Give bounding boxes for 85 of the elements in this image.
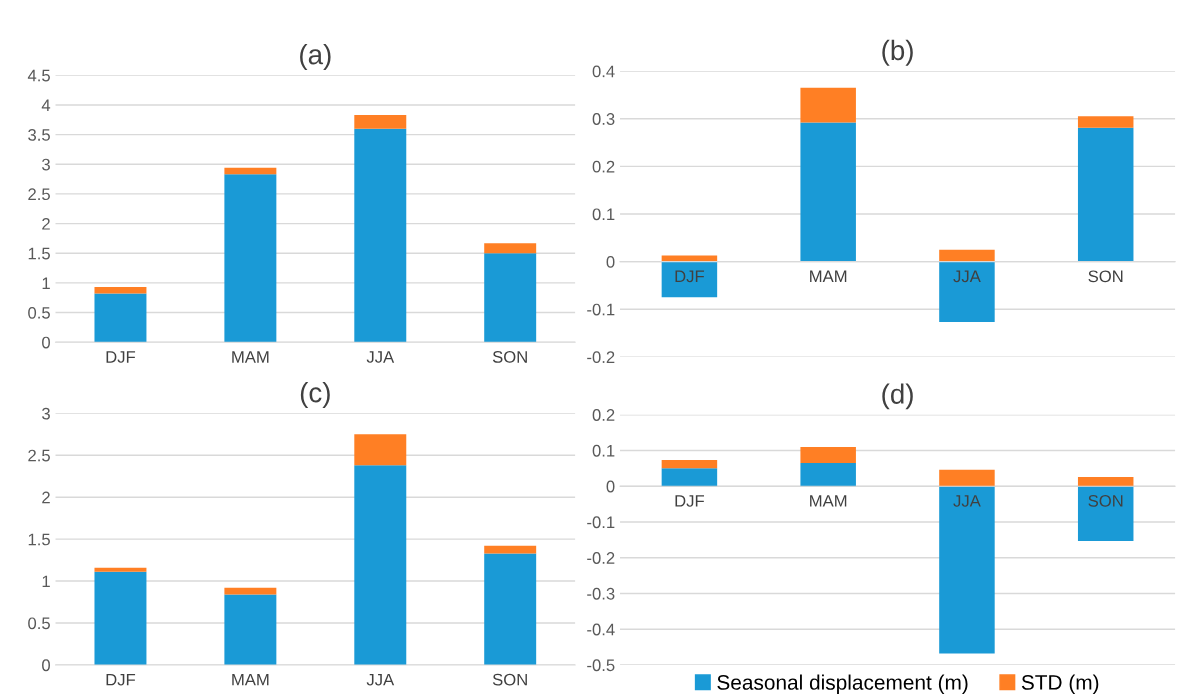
y-tick-label: 0.1 (592, 444, 615, 457)
y-tick-label: 3.5 (28, 129, 50, 141)
chart-title: (b) (882, 39, 913, 66)
x-tick-label: SON (1088, 270, 1123, 283)
chart-title: (c) (300, 382, 330, 408)
y-tick-label: 1 (42, 575, 50, 588)
legend-label: STD (m) (1021, 674, 1099, 694)
bar (939, 469, 995, 487)
x-tick-label: SON (1088, 494, 1123, 507)
bar (354, 434, 407, 466)
bar (800, 462, 856, 487)
bar (661, 460, 718, 469)
bar (800, 122, 856, 262)
bar (354, 128, 407, 343)
y-tick-label: 4.5 (27, 69, 50, 82)
y-tick-label: -0.3 (587, 587, 615, 600)
y-tick-label: 3 (42, 158, 50, 171)
bar (484, 545, 537, 554)
chart-title: (d) (882, 383, 913, 410)
bar (354, 465, 407, 665)
x-tick-label: JJA (953, 495, 981, 507)
bar (1077, 486, 1134, 541)
y-tick-label: 0.2 (592, 160, 615, 173)
y-tick-label: 0 (42, 336, 50, 349)
y-tick-label: -0.4 (587, 623, 615, 636)
bar (661, 255, 718, 262)
bar (939, 261, 995, 323)
x-tick-label: DJF (675, 270, 705, 283)
x-tick-label: JJA (953, 270, 981, 283)
x-tick-label: SON (492, 351, 527, 363)
y-tick-label: 0.5 (28, 306, 50, 319)
bar (661, 261, 718, 298)
y-tick-label: 0 (42, 659, 50, 672)
y-tick-label: -0.2 (587, 552, 615, 564)
bar (800, 87, 856, 123)
x-tick-label: DJF (106, 351, 136, 363)
y-tick-label: 2.5 (28, 449, 50, 462)
y-tick-label: 1 (42, 277, 50, 289)
y-tick-label: 0.2 (592, 409, 615, 421)
bar (939, 249, 995, 262)
y-tick-label: -0.5 (587, 659, 615, 672)
bar (484, 553, 537, 665)
y-tick-label: 0.3 (592, 113, 615, 125)
x-tick-label: MAM (810, 495, 847, 507)
y-tick-label: 4 (41, 99, 51, 111)
y-tick-label: 1.5 (28, 247, 50, 260)
y-tick-label: -0.1 (587, 303, 615, 316)
bar (484, 253, 537, 343)
y-tick-label: 0.5 (28, 617, 50, 630)
bar (1077, 476, 1134, 487)
bar (484, 243, 537, 254)
bar (800, 446, 856, 463)
x-tick-label: MAM (232, 351, 269, 363)
bar (224, 167, 277, 175)
bar (224, 594, 277, 665)
x-tick-label: DJF (675, 495, 705, 507)
x-tick-label: JJA (366, 351, 395, 363)
bar (94, 293, 147, 343)
y-tick-label: 3 (42, 407, 50, 420)
y-tick-label: 1.5 (28, 533, 50, 546)
y-tick-label: 0.1 (592, 208, 615, 221)
y-tick-label: 2 (42, 217, 50, 230)
bar (661, 468, 718, 487)
bar (1077, 116, 1134, 128)
bar (354, 115, 407, 129)
y-tick-label: -0.1 (587, 516, 615, 529)
x-tick-label: MAM (810, 270, 847, 283)
x-tick-label: JJA (366, 673, 395, 686)
y-tick-label: 2.5 (28, 188, 50, 201)
y-tick-label: 2 (42, 491, 50, 504)
bar (94, 571, 147, 665)
bar (94, 567, 147, 572)
y-tick-label: -0.2 (587, 351, 615, 364)
bar (939, 486, 995, 654)
x-tick-label: SON (492, 673, 527, 686)
y-tick-label: 0.4 (592, 65, 615, 78)
x-tick-label: DJF (106, 673, 136, 686)
bar (94, 287, 147, 294)
x-tick-label: MAM (232, 673, 269, 686)
chart-title: (a) (300, 44, 331, 70)
bar (1077, 127, 1134, 262)
bar (224, 174, 277, 343)
y-tick-label: 0 (606, 480, 615, 493)
legend-label: Seasonal displacement (m) (717, 674, 968, 694)
y-tick-label: 0 (606, 256, 615, 268)
